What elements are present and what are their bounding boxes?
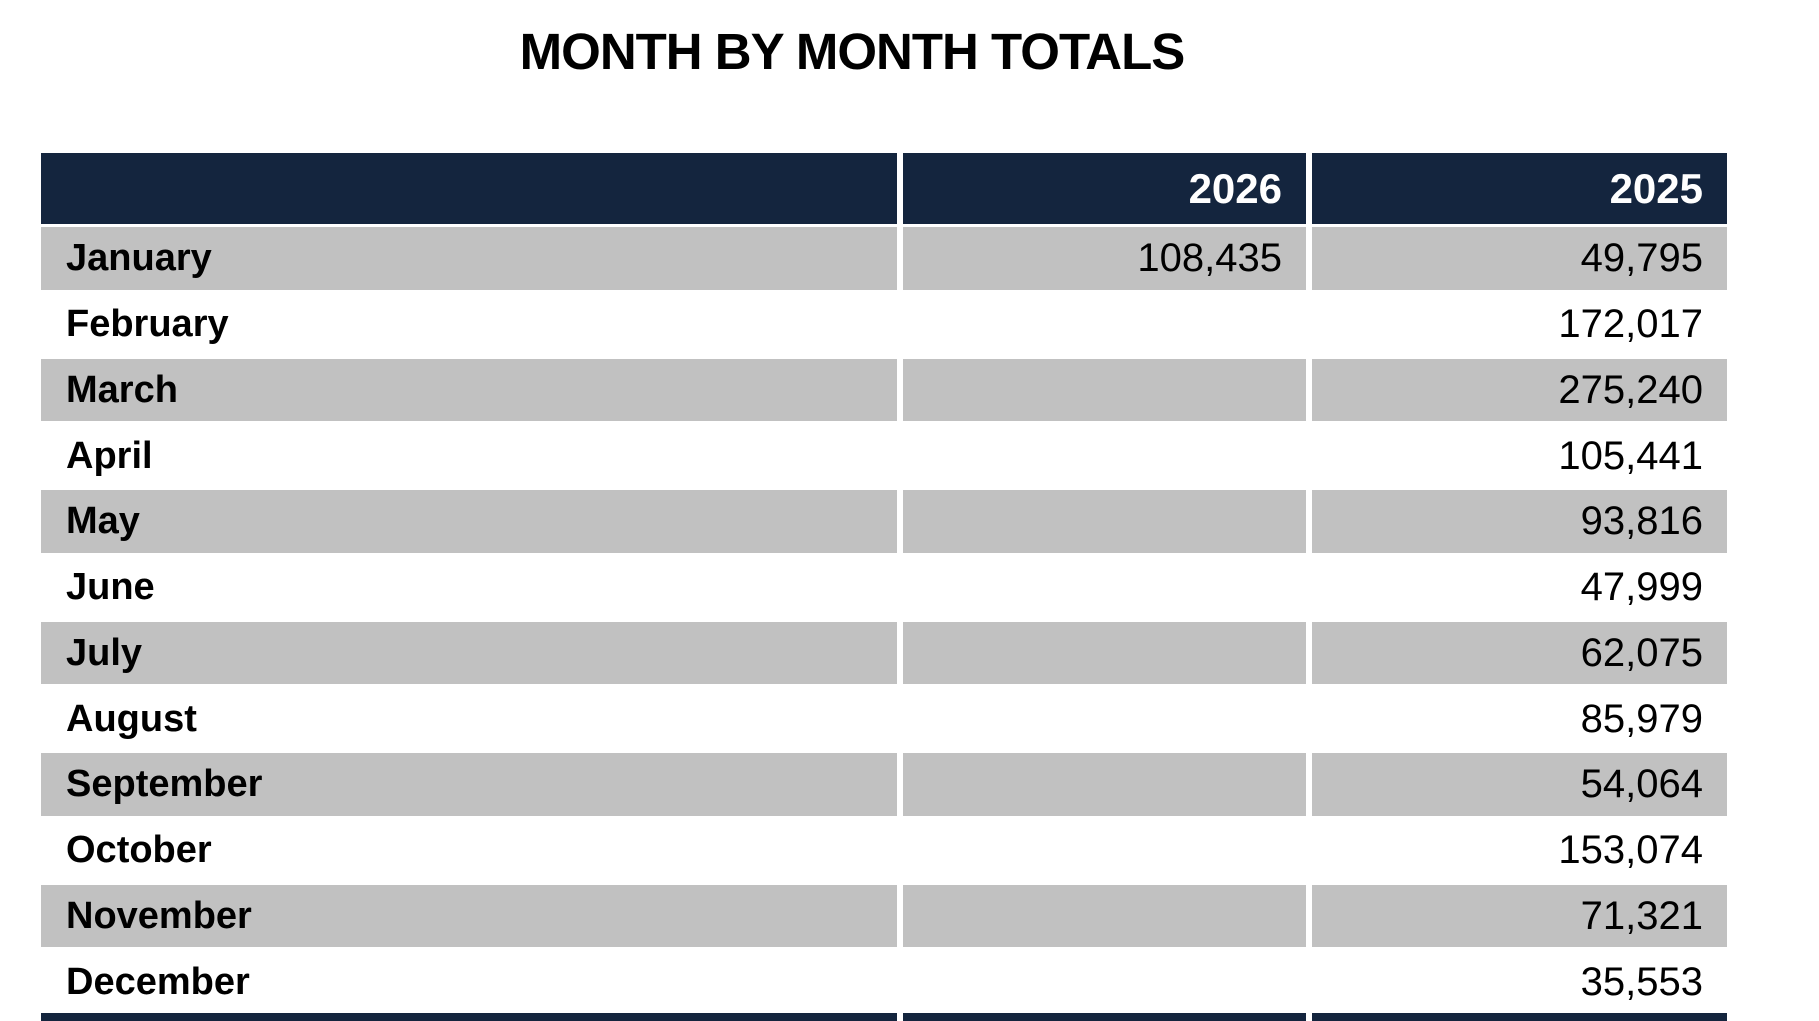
value-cell-2025: 62,075 (1306, 618, 1727, 685)
cutoff-cell (897, 1013, 1306, 1021)
value-cell-2025: 172,017 (1306, 289, 1727, 356)
table-row: January 108,435 49,795 (41, 224, 1727, 290)
month-cell: August (41, 684, 897, 750)
value-cell-2026 (897, 487, 1306, 553)
month-cell: February (41, 289, 897, 356)
cutoff-cell (41, 1013, 897, 1021)
value-cell-2026 (897, 815, 1306, 882)
value-cell-2026 (897, 947, 1306, 1013)
month-cell: March (41, 355, 897, 422)
value-cell-2026 (897, 421, 1306, 487)
month-cell: June (41, 552, 897, 619)
month-cell: September (41, 750, 897, 816)
value-cell-2025: 54,064 (1306, 750, 1727, 816)
value-cell-2025: 47,999 (1306, 552, 1727, 619)
month-cell: October (41, 815, 897, 882)
value-cell-2025: 275,240 (1306, 355, 1727, 422)
table-row: September 54,064 (41, 750, 1727, 816)
month-cell: July (41, 618, 897, 685)
month-cell: January (41, 224, 897, 290)
value-cell-2026 (897, 355, 1306, 422)
value-cell-2025: 35,553 (1306, 947, 1727, 1013)
table-row: May 93,816 (41, 487, 1727, 553)
value-cell-2025: 85,979 (1306, 684, 1727, 750)
value-cell-2025: 49,795 (1306, 224, 1727, 290)
table-row: July 62,075 (41, 618, 1727, 685)
value-cell-2026 (897, 881, 1306, 948)
cutoff-cell (1306, 1013, 1727, 1021)
month-cell: December (41, 947, 897, 1013)
table-row: December 35,553 (41, 947, 1727, 1013)
month-totals-table: 2026 2025 January 108,435 49,795 February 17… (41, 153, 1727, 1021)
value-cell-2025: 105,441 (1306, 421, 1727, 487)
value-cell-2026 (897, 552, 1306, 619)
table-row: August 85,979 (41, 684, 1727, 750)
header-row: 2026 2025 (41, 153, 1727, 224)
page-title: MONTH BY MONTH TOTALS (519, 23, 1186, 80)
month-column-header (41, 153, 897, 224)
value-cell-2025: 71,321 (1306, 881, 1727, 948)
value-cell-2026 (897, 750, 1306, 816)
value-cell-2025: 153,074 (1306, 815, 1727, 882)
table-row: June 47,999 (41, 552, 1727, 619)
table-row: February 172,017 (41, 289, 1727, 356)
year-2026-header: 2026 (897, 153, 1306, 224)
cutoff-next-row (41, 1013, 1727, 1021)
table-row: March 275,240 (41, 355, 1727, 422)
month-cell: April (41, 421, 897, 487)
value-cell-2026 (897, 289, 1306, 356)
value-cell-2026 (897, 618, 1306, 685)
value-cell-2026: 108,435 (897, 224, 1306, 290)
month-cell: May (41, 487, 897, 553)
value-cell-2025: 93,816 (1306, 487, 1727, 553)
table-row: November 71,321 (41, 881, 1727, 948)
value-cell-2026 (897, 684, 1306, 750)
table-row: October 153,074 (41, 815, 1727, 882)
year-2025-header: 2025 (1306, 153, 1727, 224)
month-cell: November (41, 881, 897, 948)
table-row: April 105,441 (41, 421, 1727, 487)
